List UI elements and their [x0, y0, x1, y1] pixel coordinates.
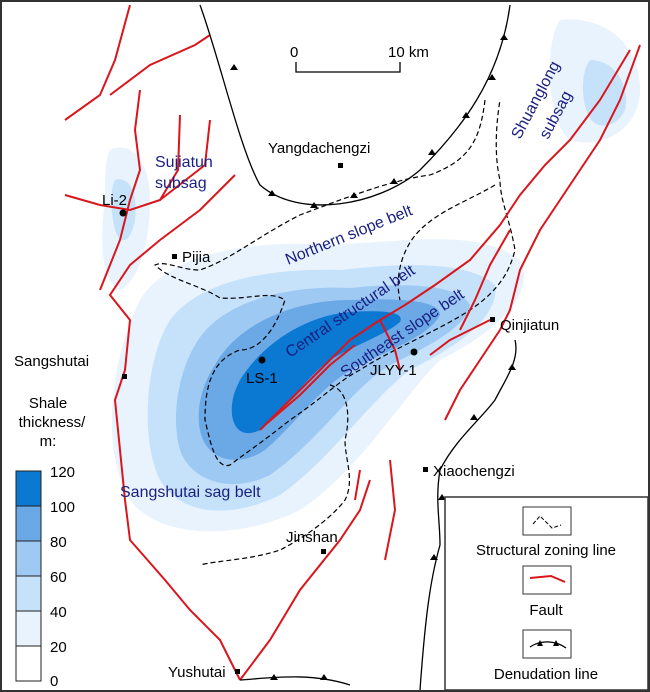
label-sujiatun: Sujiatun [155, 154, 213, 171]
place-jinshan: Jinshan [286, 529, 338, 546]
swatch-60-80 [15, 540, 42, 577]
scale-bar: 0 10 km [290, 44, 429, 73]
place-yangdachengzi: Yangdachengzi [268, 140, 370, 157]
tick-120: 120 [50, 464, 75, 481]
denudation-sample [529, 641, 567, 649]
legend-title-1: Shale [29, 395, 67, 412]
thickness-contours [102, 19, 640, 532]
swatch-100-120 [15, 470, 42, 507]
tick-80: 80 [50, 534, 67, 551]
tick-40: 40 [50, 604, 67, 621]
legend-denudation: Denudation line [494, 666, 598, 683]
place-qinjiatun: Qinjiatun [500, 317, 559, 334]
faults [64, 4, 641, 681]
place-pijia: Pijia [182, 249, 211, 266]
place-xiaochengzi: Xiaochengzi [433, 463, 515, 480]
contour-100 [231, 311, 401, 434]
thickness-legend: Shale thickness/ m: 120 100 80 60 40 20 … [15, 395, 87, 690]
structural-zoning-lines [153, 99, 516, 566]
swatch-0-20 [15, 645, 42, 682]
well-jlyy-1: JLYY-1 [370, 362, 417, 379]
fault-sample [529, 574, 566, 583]
denudation-lines [199, 4, 517, 691]
line-legend: Structural zoning line Fault Denudation … [444, 496, 649, 691]
legend-fault: Fault [529, 602, 563, 619]
tick-60: 60 [50, 569, 67, 586]
swatch-40-60 [15, 575, 42, 612]
scale-start: 0 [290, 44, 298, 61]
legend-title-2: thickness/ [19, 414, 87, 431]
legend-zoning: Structural zoning line [476, 542, 616, 559]
tick-20: 20 [50, 639, 67, 656]
swatch-80-100 [15, 505, 42, 542]
well-li-2: Li-2 [102, 192, 127, 209]
tick-100: 100 [50, 499, 75, 516]
legend-title-3: m: [40, 433, 57, 450]
denudation-ticks [230, 34, 516, 680]
label-sangshutai-sag-belt: Sangshutai sag belt [120, 484, 261, 501]
place-sangshutai: Sangshutai [14, 353, 89, 370]
scale-end: 10 km [388, 44, 429, 61]
label-sujiatun-subsag: subsag [155, 175, 207, 192]
place-yushutai: Yushutai [168, 664, 226, 681]
well-ls-1: LS-1 [246, 370, 278, 387]
tick-0: 0 [50, 673, 58, 690]
zoning-line-sample [532, 515, 562, 529]
swatch-20-40 [15, 610, 42, 647]
